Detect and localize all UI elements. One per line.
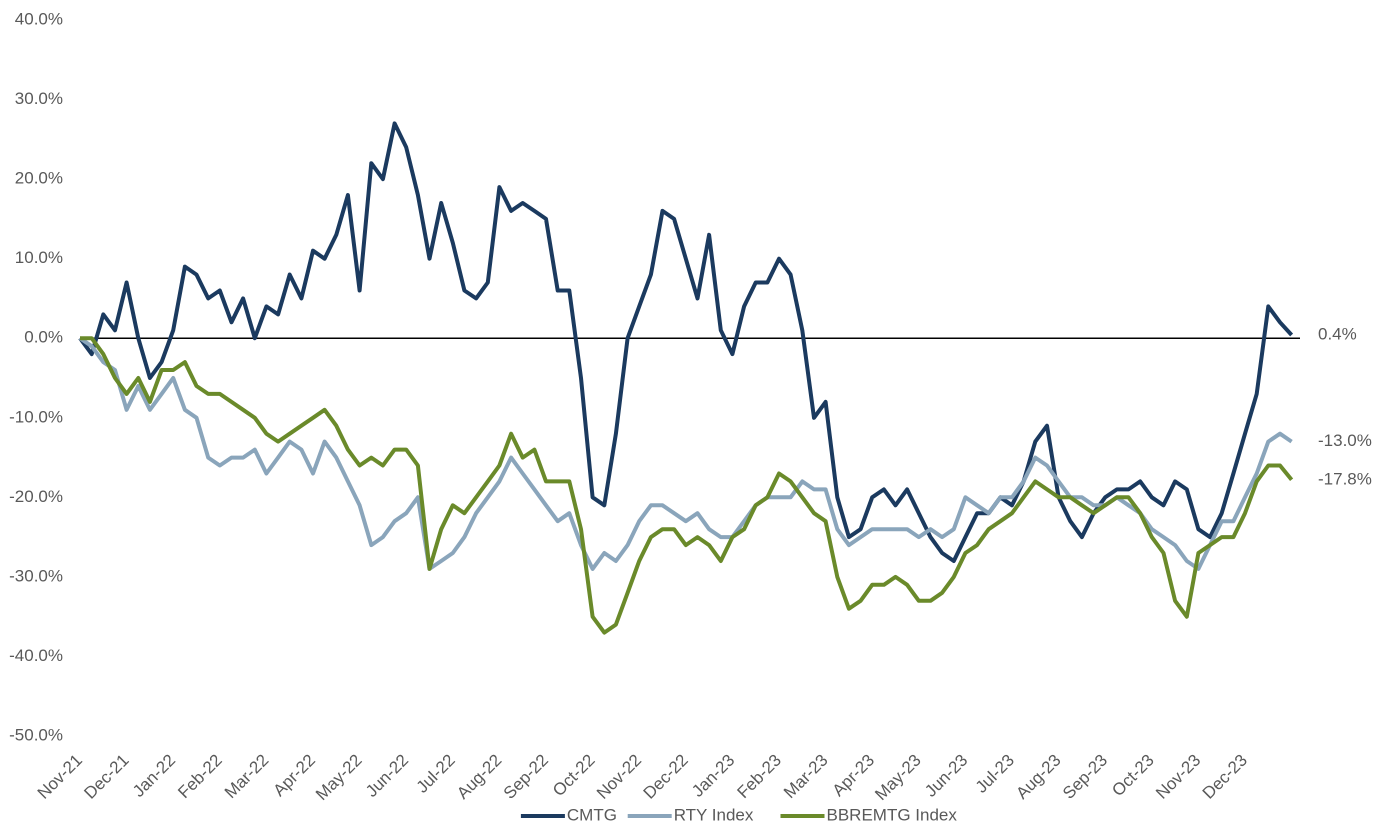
x-tick-label: Jan-22 xyxy=(129,751,179,801)
y-tick-label: -30.0% xyxy=(9,566,63,585)
x-tick-label: Apr-23 xyxy=(829,751,879,801)
x-tick-label: Jan-23 xyxy=(688,751,738,801)
x-tick-label: May-22 xyxy=(312,751,366,805)
x-tick-label: Dec-22 xyxy=(640,751,692,803)
legend-label: CMTG xyxy=(567,805,617,824)
x-tick-label: Dec-21 xyxy=(80,751,132,803)
x-tick-label: Jul-23 xyxy=(972,751,1018,797)
x-tick-label: Jul-22 xyxy=(413,751,459,797)
series-line xyxy=(78,121,1294,563)
series-line xyxy=(78,336,1293,571)
x-tick-label: Sep-23 xyxy=(1059,751,1111,803)
y-tick-label: -20.0% xyxy=(9,487,63,506)
legend-label: RTY Index xyxy=(674,805,754,824)
x-tick-label: Aug-23 xyxy=(1012,751,1064,803)
end-label: -17.8% xyxy=(1318,469,1372,488)
x-tick-label: Mar-23 xyxy=(780,751,832,803)
x-tick-label: Dec-23 xyxy=(1199,751,1251,803)
x-tick-label: Jun-23 xyxy=(921,751,971,801)
y-tick-label: -40.0% xyxy=(9,646,63,665)
end-label: 0.4% xyxy=(1318,325,1357,344)
legend-label: BBREMTG Index xyxy=(827,805,958,824)
y-tick-label: 40.0% xyxy=(15,9,63,28)
x-tick-label: Apr-22 xyxy=(269,751,319,801)
y-tick-label: -50.0% xyxy=(9,725,63,744)
x-tick-label: Oct-22 xyxy=(549,751,599,801)
x-tick-label: Feb-22 xyxy=(174,751,226,803)
x-tick-label: Aug-22 xyxy=(453,751,505,803)
series-line xyxy=(80,336,1294,635)
x-tick-label: May-23 xyxy=(871,751,925,805)
x-tick-label: Oct-23 xyxy=(1108,751,1158,801)
x-tick-label: Nov-23 xyxy=(1152,751,1204,803)
end-label: -13.0% xyxy=(1318,431,1372,450)
x-tick-label: Jun-22 xyxy=(362,751,412,801)
y-tick-label: 30.0% xyxy=(15,89,63,108)
x-tick-label: Mar-22 xyxy=(221,751,273,803)
x-tick-label: Nov-21 xyxy=(34,751,86,803)
x-tick-label: Sep-22 xyxy=(500,751,552,803)
y-tick-label: 20.0% xyxy=(15,169,63,188)
y-tick-label: 0.0% xyxy=(24,328,63,347)
y-tick-label: 10.0% xyxy=(15,248,63,267)
x-tick-label: Feb-23 xyxy=(733,751,785,803)
y-tick-label: -10.0% xyxy=(9,407,63,426)
x-tick-label: Nov-22 xyxy=(593,751,645,803)
